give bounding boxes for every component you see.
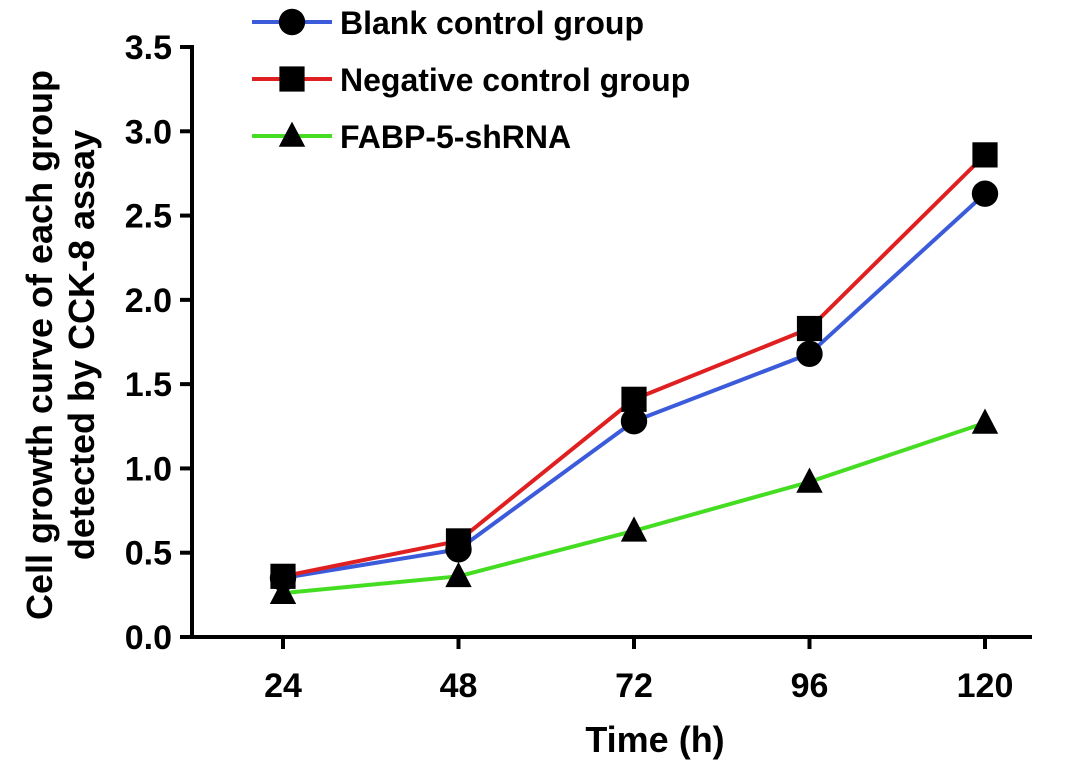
x-tick-label: 24 [264,667,302,705]
series-square [282,153,987,579]
series-markers-square [270,142,998,589]
legend-marker-triangle [278,121,306,147]
legend-label: FABP-5-shRNA [340,119,571,155]
y-tick-label: 2.5 [125,198,172,236]
data-point-square [796,315,823,342]
data-point-square [445,528,472,554]
data-point-circle [796,340,823,367]
legend-label: Blank control group [340,5,644,41]
data-point-square [621,386,647,412]
legend-label: Negative control group [340,62,690,98]
x-axis-title: Time (h) [585,719,724,760]
legend-marker-circle [278,8,306,36]
axis-titles: Time (h) Cell growth curve of each group… [19,70,725,760]
series-triangle [282,421,986,596]
legend-marker-square [279,66,305,92]
series-line [282,153,987,579]
legend-item: FABP-5-shRNA [252,119,571,155]
y-axis-title-line-2: detected by CCK-8 assay [61,130,102,560]
data-point-square [972,142,998,168]
data-point-triangle [620,516,648,542]
y-axis-title-line-1: Cell growth curve of each group [19,70,60,620]
y-tick-label: 2.0 [125,282,172,320]
y-tick-label: 1.0 [125,450,172,488]
data-point-triangle [445,561,472,588]
y-tick-label: 0.0 [125,619,172,657]
x-tick-label: 72 [615,667,653,705]
series-line [282,421,986,596]
legend-item: Blank control group [252,5,644,41]
y-tick-label: 0.5 [125,535,172,573]
data-point-circle [620,408,648,435]
x-tick-label: 96 [791,667,829,705]
data-point-triangle [971,408,999,434]
axes: 0.0 0.5 1.0 1.5 2.0 2.5 3.0 3.5 24 48 72 96 120 [125,29,1032,705]
data-point-triangle [796,467,823,493]
series-markers-triangle [269,408,999,604]
legend: Blank control group Negative control grou… [252,5,690,155]
legend-item: Negative control group [252,62,690,98]
data-point-circle [971,180,999,207]
x-tick-label: 120 [957,667,1014,705]
y-tick-label: 3.0 [125,113,172,151]
y-tick-label: 3.5 [125,29,172,67]
y-tick-label: 1.5 [125,366,172,404]
x-tick-label: 48 [440,667,478,705]
series-layer [269,142,999,604]
data-point-triangle [269,578,297,604]
data-point-square [270,563,296,589]
